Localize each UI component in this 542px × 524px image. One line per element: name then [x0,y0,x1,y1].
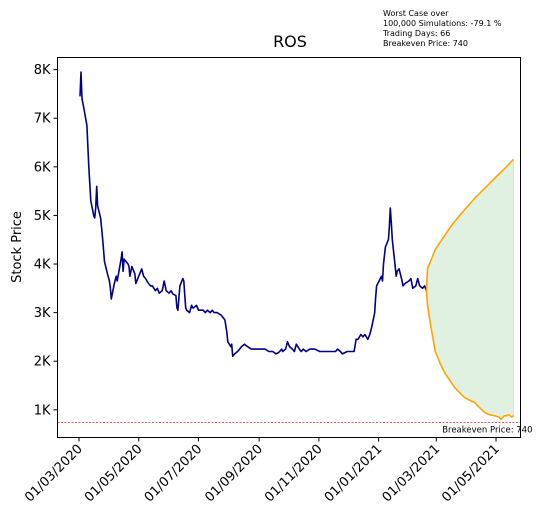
x-tick-label: 01/11/2020 [262,442,326,506]
forecast-range-band [426,158,514,420]
annotation-line-1: Worst Case over [383,9,449,18]
x-tick-label: 01/03/2021 [380,442,444,506]
y-tick-label: 5K [34,209,51,224]
annotation-line-4: Breakeven Price: 740 [383,39,468,48]
x-tick-label: 01/09/2020 [202,442,266,506]
y-tick-label: 7K [34,112,51,127]
y-tick-label: 6K [34,160,51,175]
y-tick-label: 8K [34,63,51,78]
x-tick-label: 01/05/2020 [82,442,146,506]
y-tick-label: 1K [34,403,51,418]
x-tick-label: 01/07/2020 [142,442,206,506]
chart-title: ROS [273,32,307,51]
plot-area: Breakeven Price: 740 [57,71,533,435]
simulation-annotation: Worst Case over 100,000 Simulations: -79… [383,9,502,49]
y-tick-label: 2K [34,355,51,370]
x-tick-label: 01/01/2021 [322,442,386,506]
forecast-upper-line [425,158,515,291]
annotation-line-3: Trading Days: 66 [383,29,451,38]
x-tick-label: 01/03/2020 [22,442,86,506]
y-axis-label: Stock Price [10,211,25,283]
y-tick-label: 4K [34,258,51,273]
forecast-lower-line [425,290,515,421]
y-tick-label: 3K [34,306,51,321]
historical-price-line [79,71,428,358]
plot-frame [57,57,521,438]
annotation-line-2: 100,000 Simulations: -79.1 % [383,19,502,28]
breakeven-label: Breakeven Price: 740 [442,425,532,435]
x-tick-label: 01/05/2021 [439,442,503,506]
